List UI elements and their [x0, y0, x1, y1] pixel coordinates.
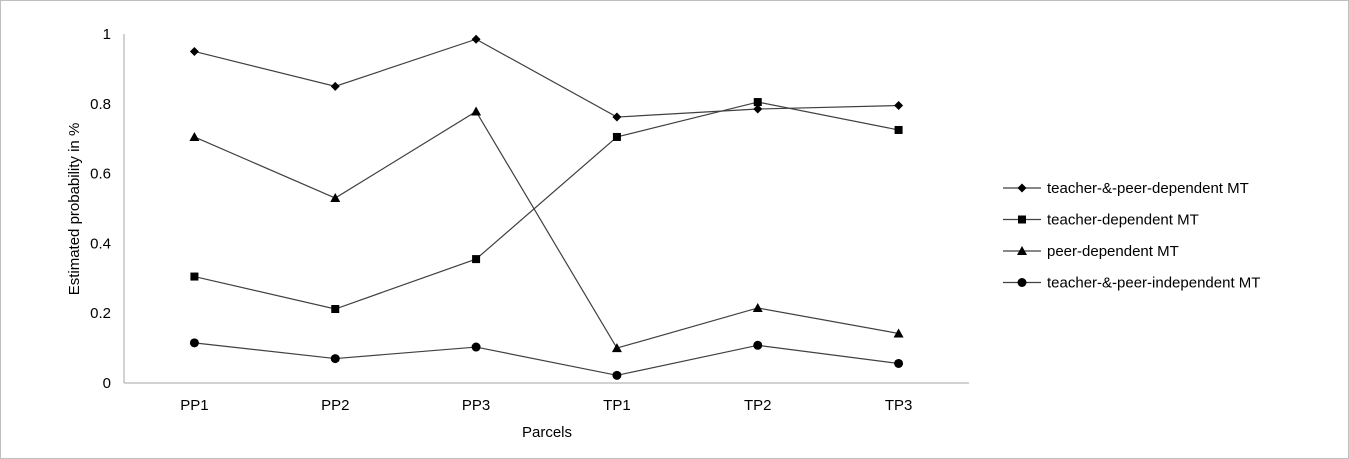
- data-point-diamond: [612, 112, 622, 122]
- legend-marker-triangle: [1017, 246, 1027, 255]
- data-point-triangle: [330, 193, 341, 203]
- y-tick-label: 0.8: [90, 96, 111, 113]
- y-tick-label: 1: [103, 26, 111, 43]
- data-point-circle: [471, 342, 481, 352]
- data-point-circle: [894, 358, 904, 368]
- legend-label: teacher-&-peer-independent MT: [1047, 275, 1260, 292]
- data-point-circle: [753, 340, 763, 350]
- data-point-square: [190, 272, 199, 281]
- x-axis-label: Parcels: [522, 424, 572, 441]
- series-line-1: [194, 38, 899, 118]
- x-tick-label: PP2: [321, 397, 349, 414]
- axes: [123, 34, 969, 384]
- series-line-4: [194, 342, 899, 376]
- legend-marker-diamond: [1017, 183, 1027, 193]
- series-line-3: [194, 110, 899, 349]
- data-point-square: [472, 255, 481, 264]
- data-point-diamond: [189, 46, 199, 56]
- legend-label: peer-dependent MT: [1047, 243, 1179, 260]
- data-point-circle: [330, 354, 340, 364]
- data-point-diamond: [471, 34, 481, 44]
- data-point-triangle: [189, 131, 200, 141]
- data-point-circle: [612, 370, 622, 380]
- y-tick-label: 0.6: [90, 166, 111, 183]
- series-markers: [189, 34, 904, 380]
- y-tick-label: 0.4: [90, 235, 111, 252]
- data-point-square: [894, 125, 903, 134]
- data-point-diamond: [753, 104, 763, 114]
- legend-label: teacher-&-peer-dependent MT: [1047, 180, 1249, 197]
- data-point-triangle: [611, 343, 622, 353]
- data-point-circle: [189, 338, 199, 348]
- legend-marker-circle: [1017, 278, 1027, 287]
- x-tick-label: TP2: [744, 397, 772, 414]
- y-tick-label: 0: [103, 375, 111, 392]
- y-tick-label: 0.2: [90, 305, 111, 322]
- series-line-2: [194, 101, 899, 310]
- data-point-triangle: [471, 106, 482, 116]
- data-point-triangle: [893, 328, 904, 338]
- x-tick-label: PP1: [180, 397, 208, 414]
- data-point-square: [753, 98, 762, 107]
- x-tick-label: PP3: [462, 397, 490, 414]
- tick-labels: 0 0.2 0.4 0.6 0.8 1 PP1 PP2 PP3 TP1 TP2 TP3: [90, 26, 912, 414]
- legend: teacher-&-peer-dependent MT teacher-depen…: [1003, 180, 1260, 292]
- data-point-diamond: [894, 101, 904, 111]
- data-point-diamond: [330, 81, 340, 91]
- data-point-square: [331, 305, 340, 314]
- legend-marker-square: [1018, 215, 1026, 224]
- x-tick-label: TP3: [885, 397, 913, 414]
- legend-label: teacher-dependent MT: [1047, 212, 1199, 229]
- data-point-square: [612, 132, 621, 141]
- x-tick-label: TP1: [603, 397, 631, 414]
- series-lines: [194, 38, 899, 376]
- data-point-triangle: [752, 302, 763, 312]
- y-axis-label: Estimated probability in %: [66, 123, 83, 296]
